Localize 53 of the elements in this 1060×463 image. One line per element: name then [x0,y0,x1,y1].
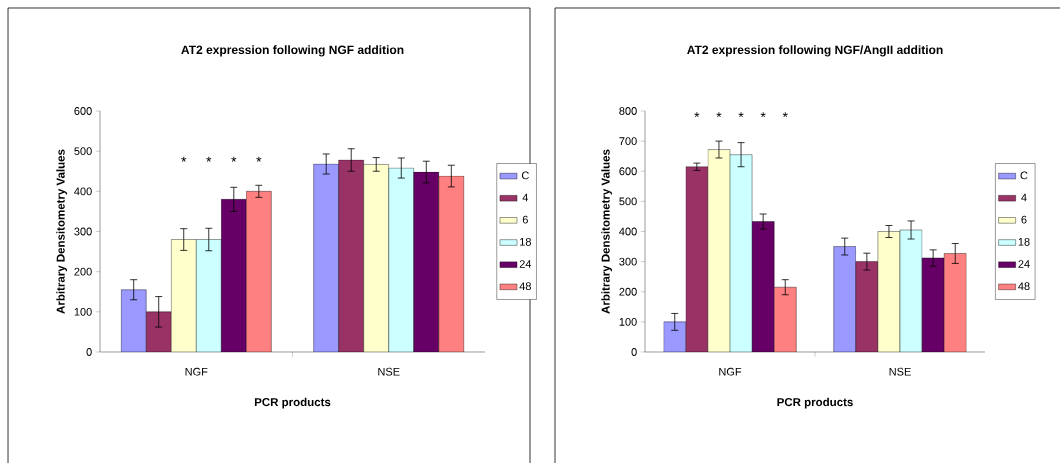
y-tick-label: 500 [619,197,637,206]
x-tick-label: NSE [378,367,400,376]
annotation: * [738,112,744,118]
bar [899,229,923,352]
y-axis-title: Arbitrary Densitometry Values [56,149,67,314]
legend-label: 24 [519,260,532,268]
y-tick-label: 200 [74,267,92,276]
y-tick-label: 500 [74,147,92,156]
y-tick-label: 0 [631,348,637,356]
annotation: * [760,112,766,118]
annotation: * [256,156,262,162]
y-tick-label: 400 [74,187,92,196]
y-tick-label: 300 [74,227,92,236]
y-tick-label: 600 [74,107,92,115]
y-tick-label: 100 [619,317,637,326]
bar [877,231,901,352]
chart-title: AT2 expression following NGF/AngII addition [687,45,943,57]
bar [730,154,753,352]
x-tick-label: NSE [889,367,911,376]
legend-label: 6 [1021,215,1027,224]
x-tick-label: NGF [185,367,208,376]
x-tick-label: NGF [719,367,742,376]
annotation: * [181,156,187,162]
y-tick-label: 200 [619,287,637,296]
annotation: * [231,156,237,162]
y-axis-title: Arbitrary Densitometry Values [601,149,612,314]
x-axis-title: PCR products [254,397,331,409]
y-tick-label: 100 [74,307,92,316]
legend-label: 48 [519,282,531,291]
legend-label: 48 [1018,282,1030,291]
annotation: * [694,112,700,118]
bar [855,261,879,352]
legend-label: 18 [520,237,531,246]
legend-label: 18 [1018,237,1030,246]
y-tick-label: 400 [619,227,637,236]
bar [707,149,730,352]
chart-title: AT2 expression following NGF addition [181,45,404,57]
y-tick-label: 0 [86,348,92,356]
y-tick-label: 600 [619,167,637,176]
y-tick-label: 800 [619,107,637,115]
legend-label: 4 [1021,193,1027,202]
x-axis-title: PCR products [777,397,853,409]
annotation: * [782,112,788,118]
annotation: * [206,156,212,162]
legend-label: 24 [1018,260,1030,268]
legend-label: 4 [522,193,529,202]
y-tick-label: 700 [619,137,637,146]
bar [685,166,708,352]
legend-label: 6 [522,215,528,224]
legend-label: C [1020,171,1028,180]
y-tick-label: 300 [619,257,637,266]
annotation: * [716,112,722,118]
legend-label: C [521,171,529,180]
